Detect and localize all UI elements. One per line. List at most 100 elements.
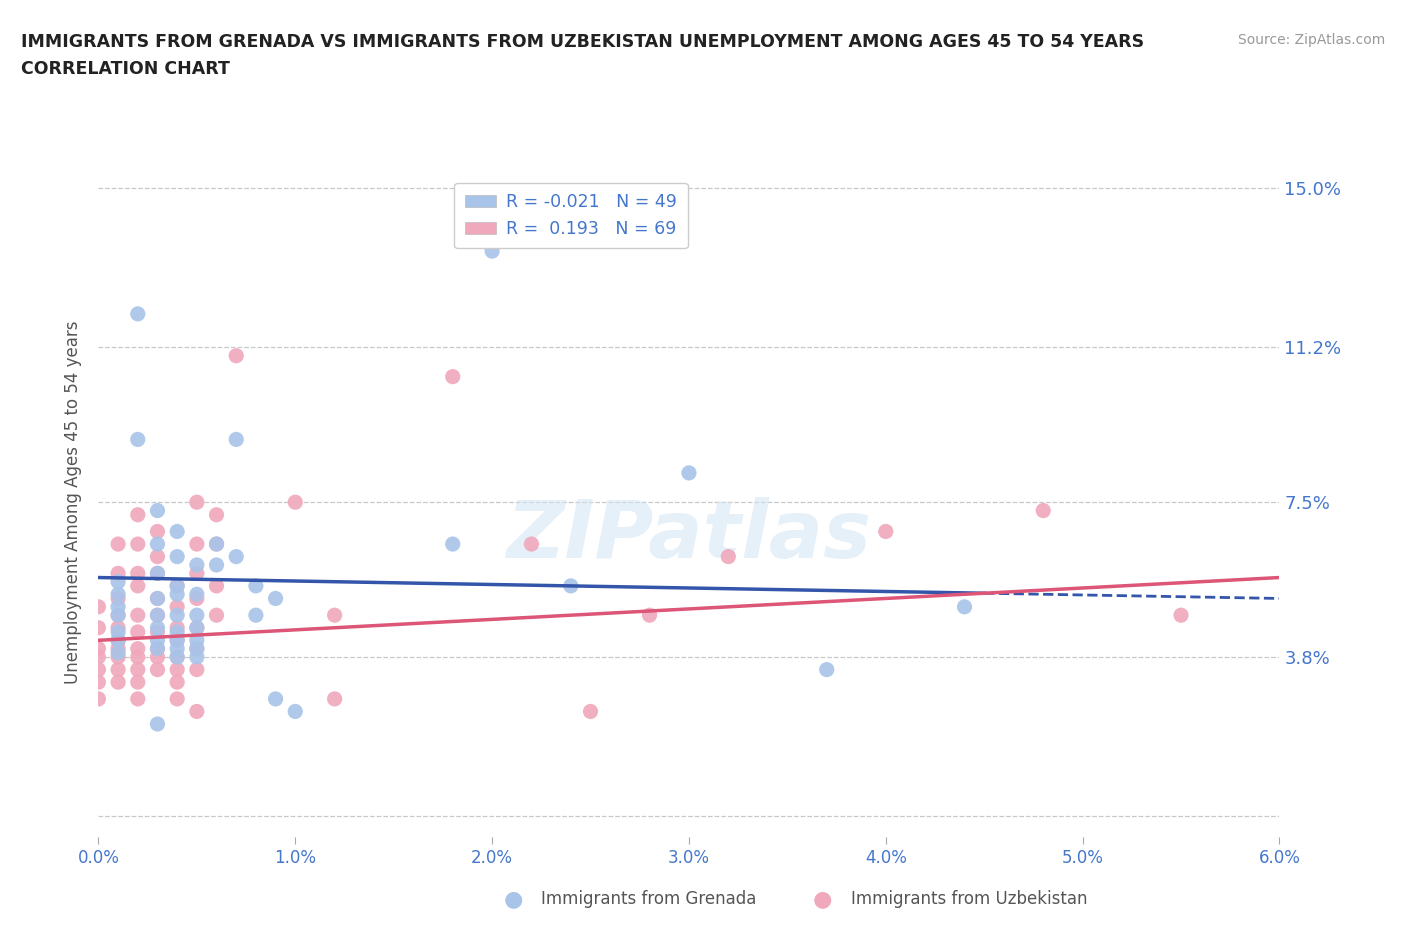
Point: [146, 662, 169, 677]
Point: [284, 704, 307, 719]
Point: [87, 692, 110, 707]
Point: [245, 578, 267, 593]
Point: [127, 307, 149, 322]
Point: [107, 662, 129, 677]
Point: [166, 550, 188, 565]
Point: [166, 525, 188, 539]
Point: [166, 642, 188, 657]
Text: IMMIGRANTS FROM GRENADA VS IMMIGRANTS FROM UZBEKISTAN UNEMPLOYMENT AMONG AGES 45: IMMIGRANTS FROM GRENADA VS IMMIGRANTS FR…: [21, 33, 1144, 50]
Point: [107, 633, 129, 648]
Point: [146, 608, 169, 623]
Point: [107, 591, 129, 606]
Point: [107, 620, 129, 635]
Point: [146, 591, 169, 606]
Point: [717, 550, 740, 565]
Point: [225, 550, 247, 565]
Point: [107, 565, 129, 580]
Y-axis label: Unemployment Among Ages 45 to 54 years: Unemployment Among Ages 45 to 54 years: [65, 321, 83, 684]
Point: [107, 645, 129, 660]
Text: CORRELATION CHART: CORRELATION CHART: [21, 60, 231, 78]
Point: [107, 650, 129, 665]
Point: [127, 625, 149, 640]
Point: [166, 692, 188, 707]
Point: [146, 537, 169, 551]
Point: [146, 633, 169, 648]
Point: [87, 650, 110, 665]
Point: [205, 508, 228, 523]
Point: [166, 675, 188, 690]
Point: [146, 565, 169, 580]
Point: [560, 578, 582, 593]
Point: [953, 600, 976, 615]
Point: [87, 600, 110, 615]
Point: [638, 608, 661, 623]
Point: [815, 662, 838, 677]
Point: [225, 349, 247, 364]
Point: [186, 565, 208, 580]
Point: [166, 587, 188, 602]
Point: [127, 692, 149, 707]
Point: [107, 625, 129, 640]
Point: [875, 525, 897, 539]
Point: [245, 608, 267, 623]
Point: [186, 587, 208, 602]
Point: [186, 608, 208, 623]
Point: [166, 620, 188, 635]
Point: [107, 633, 129, 648]
Point: [166, 625, 188, 640]
Point: [107, 537, 129, 551]
Text: ●: ●: [503, 889, 523, 910]
Point: [166, 578, 188, 593]
Point: [166, 600, 188, 615]
Point: [205, 537, 228, 551]
Point: [146, 625, 169, 640]
Point: [127, 508, 149, 523]
Point: [441, 369, 464, 384]
Point: [146, 620, 169, 635]
Point: [166, 650, 188, 665]
Point: [146, 608, 169, 623]
Point: [205, 537, 228, 551]
Point: [146, 650, 169, 665]
Text: Source: ZipAtlas.com: Source: ZipAtlas.com: [1237, 33, 1385, 46]
Point: [520, 537, 543, 551]
Text: ●: ●: [813, 889, 832, 910]
Point: [323, 692, 346, 707]
Point: [107, 608, 129, 623]
Point: [186, 704, 208, 719]
Point: [127, 662, 149, 677]
Point: [107, 575, 129, 590]
Point: [127, 578, 149, 593]
Point: [186, 620, 208, 635]
Point: [107, 675, 129, 690]
Point: [186, 642, 208, 657]
Point: [264, 692, 287, 707]
Point: [205, 578, 228, 593]
Point: [107, 642, 129, 657]
Point: [87, 675, 110, 690]
Point: [441, 537, 464, 551]
Point: [166, 608, 188, 623]
Point: [225, 432, 247, 447]
Point: [127, 675, 149, 690]
Point: [107, 587, 129, 602]
Point: [146, 591, 169, 606]
Point: [146, 503, 169, 518]
Point: [186, 495, 208, 510]
Point: [107, 608, 129, 623]
Point: [127, 642, 149, 657]
Point: [87, 662, 110, 677]
Text: Immigrants from Uzbekistan: Immigrants from Uzbekistan: [851, 890, 1087, 909]
Point: [186, 591, 208, 606]
Point: [107, 600, 129, 615]
Point: [166, 578, 188, 593]
Point: [127, 650, 149, 665]
Point: [186, 662, 208, 677]
Point: [186, 633, 208, 648]
Point: [146, 550, 169, 565]
Point: [579, 704, 602, 719]
Point: [186, 642, 208, 657]
Point: [146, 642, 169, 657]
Point: [166, 662, 188, 677]
Point: [186, 620, 208, 635]
